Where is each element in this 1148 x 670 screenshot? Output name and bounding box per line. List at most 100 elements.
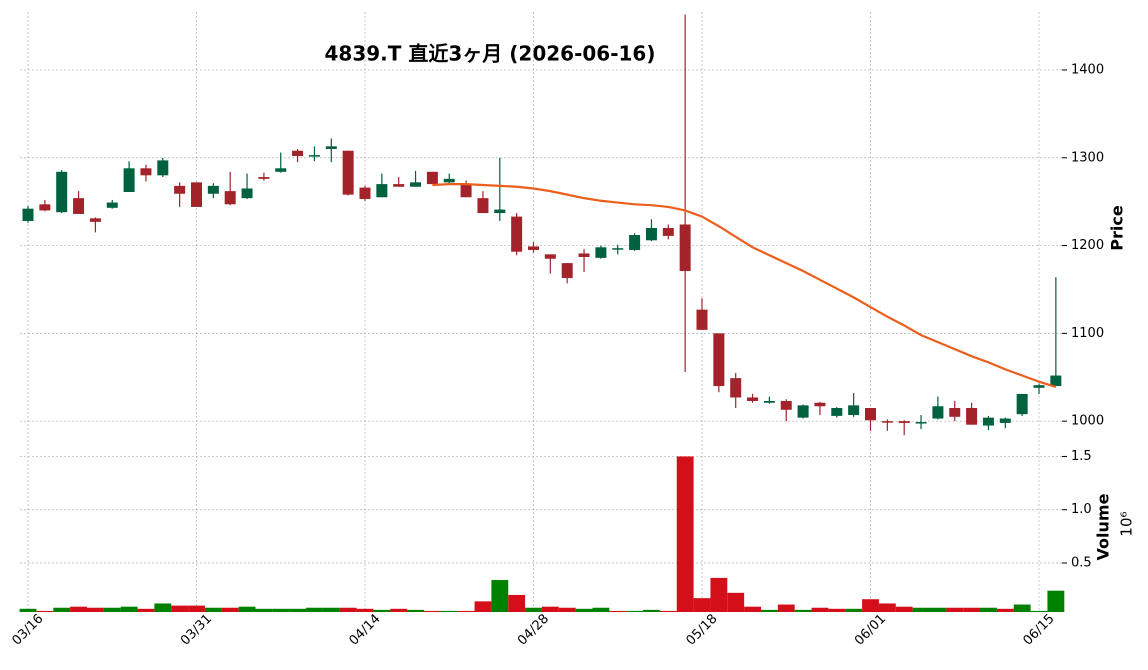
volume-bar bbox=[659, 610, 677, 612]
volume-bar bbox=[828, 608, 846, 612]
volume-bar bbox=[87, 607, 104, 612]
candle-body bbox=[848, 405, 860, 416]
candle-body bbox=[123, 168, 135, 192]
volume-bar bbox=[929, 607, 947, 612]
candle-body bbox=[140, 168, 152, 176]
volume-bar bbox=[103, 607, 121, 612]
candle-body bbox=[561, 263, 573, 279]
candle-body bbox=[494, 209, 506, 214]
y-tick-label: 1100 bbox=[1071, 326, 1104, 341]
candle-body bbox=[342, 150, 354, 195]
candle-body bbox=[713, 333, 725, 387]
candle-body bbox=[376, 184, 388, 198]
volume-bar bbox=[154, 603, 172, 612]
volume-bar bbox=[643, 609, 660, 612]
candle-body bbox=[747, 397, 759, 401]
volume-bar bbox=[36, 610, 54, 612]
volume-bar bbox=[761, 609, 778, 612]
candle-body bbox=[780, 400, 792, 410]
volume-bar bbox=[322, 607, 340, 612]
volume-bar bbox=[137, 608, 155, 612]
candle-body bbox=[89, 218, 101, 222]
candle-body bbox=[325, 146, 337, 149]
y-tick-label: 1.5 bbox=[1071, 449, 1092, 464]
volume-bar bbox=[845, 608, 863, 612]
volume-bar bbox=[558, 607, 576, 612]
candle-body bbox=[443, 178, 455, 183]
volume-bar bbox=[862, 599, 879, 612]
candle-body bbox=[275, 168, 287, 172]
candle-body bbox=[191, 182, 202, 207]
volume-bar bbox=[794, 609, 812, 612]
volume-offset-label: 10⁶ bbox=[1118, 511, 1136, 536]
volume-bar bbox=[289, 608, 307, 612]
volume-bar bbox=[963, 607, 981, 612]
candle-body bbox=[426, 171, 438, 185]
y-tick-label: 1400 bbox=[1071, 62, 1104, 77]
volume-bar bbox=[609, 610, 627, 612]
candle-body bbox=[528, 246, 539, 250]
candle-body bbox=[730, 378, 742, 398]
candle-body bbox=[106, 202, 118, 208]
candle-body bbox=[763, 400, 775, 403]
candle-body bbox=[595, 247, 607, 258]
candle-body bbox=[612, 248, 624, 250]
volume-bar bbox=[626, 610, 644, 612]
volume-bar bbox=[424, 610, 441, 612]
candle-body bbox=[292, 150, 304, 156]
candle-body bbox=[999, 418, 1011, 423]
candle-body bbox=[865, 408, 876, 421]
volume-bar bbox=[356, 608, 374, 612]
volume-bar bbox=[53, 607, 71, 612]
candle-body bbox=[308, 155, 320, 157]
x-tick-label: 06/15 bbox=[1020, 611, 1057, 648]
x-tick-label: 06/01 bbox=[852, 611, 889, 648]
volume-bar bbox=[895, 606, 913, 612]
candle-body bbox=[174, 185, 186, 194]
candle-body bbox=[679, 224, 691, 272]
volume-bar bbox=[188, 605, 205, 612]
candle-body bbox=[696, 309, 708, 330]
candle-body bbox=[207, 185, 219, 194]
volume-bar bbox=[306, 607, 323, 612]
candle-body bbox=[393, 184, 405, 187]
volume-bar bbox=[946, 607, 964, 612]
volume-bar bbox=[508, 594, 526, 612]
candle-body bbox=[1050, 375, 1062, 387]
volume-bar bbox=[491, 580, 509, 612]
candle-body bbox=[966, 408, 978, 425]
x-tick-label: 04/14 bbox=[346, 611, 383, 648]
volume-bar bbox=[1030, 610, 1048, 612]
volume-axis-label: Volume bbox=[1094, 493, 1113, 560]
x-tick-label: 03/16 bbox=[9, 611, 46, 648]
x-tick-label: 03/31 bbox=[178, 611, 215, 648]
candle-body bbox=[578, 253, 590, 257]
volume-bar bbox=[204, 607, 222, 612]
volume-bar bbox=[878, 603, 896, 612]
volume-bar bbox=[171, 605, 189, 612]
volume-bar bbox=[575, 608, 593, 612]
candle-body bbox=[157, 160, 169, 176]
volume-bar bbox=[373, 609, 391, 612]
x-tick-label: 04/28 bbox=[515, 611, 552, 648]
volume-bar bbox=[407, 609, 424, 612]
volume-bar bbox=[777, 604, 795, 612]
volume-bar bbox=[221, 607, 239, 612]
candle-body bbox=[1016, 393, 1028, 415]
volume-bar bbox=[440, 610, 458, 612]
candle-body bbox=[1033, 385, 1045, 388]
volume-bar bbox=[693, 598, 711, 612]
volume-bar bbox=[1047, 590, 1065, 612]
candle-body bbox=[831, 408, 843, 416]
volume-bar bbox=[592, 607, 610, 612]
volume-bar bbox=[272, 608, 290, 612]
candle-body bbox=[544, 254, 556, 259]
volume-bar bbox=[238, 606, 256, 612]
x-tick-label: 05/18 bbox=[683, 611, 720, 648]
candle-body bbox=[460, 184, 472, 198]
candle-body bbox=[258, 177, 270, 179]
candle-body bbox=[797, 405, 809, 418]
volume-bar bbox=[19, 608, 37, 612]
candle-body bbox=[56, 171, 68, 213]
